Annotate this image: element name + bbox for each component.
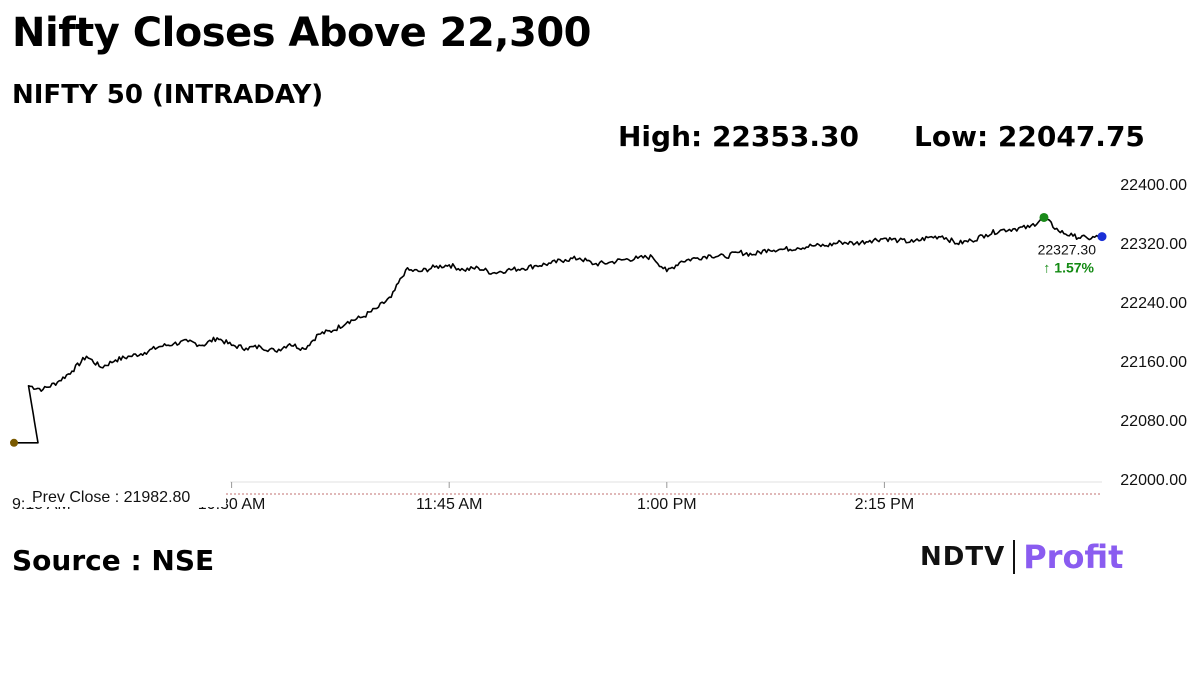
prev-close-label: Prev Close : 21982.80 bbox=[32, 489, 190, 506]
y-tick-label: 22080.00 bbox=[1120, 413, 1187, 430]
y-tick-label: 22400.00 bbox=[1120, 177, 1187, 194]
last-marker bbox=[1097, 232, 1107, 242]
y-axis: 22400.00 22320.00 22240.00 22160.00 22080.00… bbox=[1120, 177, 1187, 489]
chart-labels: 22327.30 ↑ 1.57% bbox=[1038, 242, 1097, 276]
start-marker bbox=[10, 438, 18, 447]
y-tick-label: 22240.00 bbox=[1120, 295, 1187, 312]
x-tick-label: 1:00 PM bbox=[637, 496, 697, 513]
chart-subtitle: NIFTY 50 (INTRADAY) bbox=[12, 80, 324, 110]
prev-close-label-bg bbox=[26, 485, 226, 507]
change-label: ↑ 1.57% bbox=[1043, 260, 1094, 276]
high-marker bbox=[1039, 212, 1049, 222]
y-tick-label: 22320.00 bbox=[1120, 236, 1187, 253]
logo-divider bbox=[1013, 540, 1016, 574]
x-tick-label: 2:15 PM bbox=[855, 496, 915, 513]
low-value: Low: 22047.75 bbox=[914, 120, 1145, 153]
page-title: Nifty Closes Above 22,300 bbox=[12, 10, 591, 56]
ndtv-profit-logo: NDTV Profit bbox=[920, 538, 1123, 576]
price-line bbox=[14, 216, 1103, 444]
y-tick-label: 22160.00 bbox=[1120, 354, 1187, 371]
logo-ndtv-text: NDTV bbox=[920, 542, 1006, 572]
y-tick-label: 22000.00 bbox=[1120, 472, 1187, 489]
price-series bbox=[14, 216, 1103, 444]
chart-markers bbox=[10, 212, 1107, 447]
chart-grid bbox=[30, 481, 1102, 495]
last-value-label: 22327.30 bbox=[1038, 242, 1097, 258]
high-value: High: 22353.30 bbox=[618, 120, 859, 153]
x-tick-label: 11:45 AM bbox=[416, 496, 482, 513]
source-note: Source : NSE bbox=[12, 544, 215, 577]
logo-profit-text: Profit bbox=[1023, 538, 1124, 576]
